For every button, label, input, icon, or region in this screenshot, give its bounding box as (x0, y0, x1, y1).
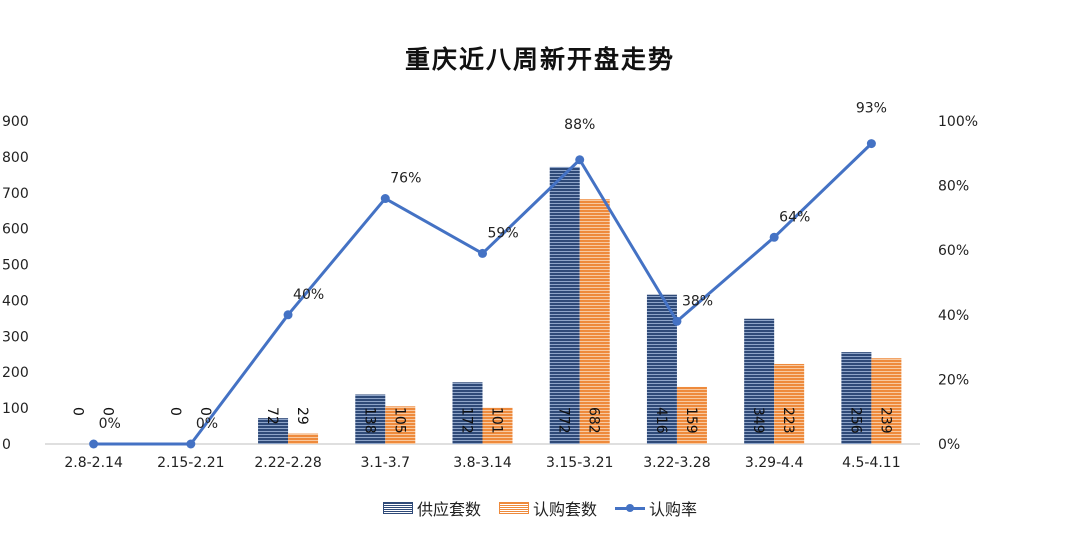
data-label-subscription: 105 (391, 407, 407, 434)
y2-tick-label: 100% (938, 114, 978, 130)
data-label-supply: 256 (847, 407, 863, 434)
data-label-supply: 349 (750, 407, 766, 434)
data-label-subscription: 29 (294, 407, 310, 425)
y-tick-label: 200 (2, 365, 29, 381)
rate-point (283, 310, 293, 320)
bar-supply (549, 166, 580, 444)
rate-data-label: 93% (856, 101, 887, 117)
y-tick-label: 100 (2, 401, 29, 417)
rate-data-label: 88% (564, 117, 595, 133)
bar-subscription (676, 386, 707, 444)
x-tick-label: 2.15-2.21 (157, 455, 224, 471)
data-label-supply: 172 (459, 407, 475, 434)
data-label-subscription: 223 (780, 407, 796, 434)
x-tick-label: 4.5-4.11 (842, 455, 901, 471)
rate-point (866, 139, 876, 149)
data-label-supply: 72 (264, 407, 280, 425)
rate-data-label: 59% (488, 225, 519, 241)
legend-swatch-subscription (498, 502, 529, 514)
rate-data-label: 64% (779, 209, 810, 225)
y-tick-label: 0 (2, 437, 11, 453)
legend-label-rate: 认购率 (649, 500, 698, 519)
y-tick-label: 500 (2, 258, 29, 274)
rate-point (672, 316, 682, 326)
data-label-supply: 416 (653, 407, 669, 434)
rate-data-label: 38% (682, 293, 713, 309)
bar-subscription (288, 433, 319, 444)
rate-data-label: 0% (99, 416, 121, 432)
rate-point (769, 232, 779, 242)
data-label-subscription: 0 (197, 407, 213, 416)
y-tick-label: 900 (2, 114, 29, 130)
rate-point (575, 155, 585, 165)
bar-supply (452, 382, 483, 444)
x-tick-label: 3.22-3.28 (643, 455, 710, 471)
legend-item-supply: 供应套数 (382, 496, 481, 520)
data-label-supply: 772 (556, 407, 572, 434)
rate-data-label: 40% (293, 287, 324, 303)
bar-supply (258, 418, 289, 444)
y-tick-label: 400 (2, 293, 29, 309)
legend-swatch-supply (382, 502, 413, 514)
y-tick-label: 800 (2, 150, 29, 166)
data-label-supply: 0 (167, 407, 183, 416)
bar-subscription (482, 407, 513, 444)
data-label-supply: 0 (70, 407, 86, 416)
rate-point (89, 439, 99, 449)
x-tick-label: 3.15-3.21 (546, 455, 613, 471)
y-tick-label: 300 (2, 329, 29, 345)
legend-swatch-rate (615, 503, 645, 513)
y-tick-label: 700 (2, 186, 29, 202)
bar-supply (355, 394, 386, 444)
rate-data-label: 76% (390, 171, 421, 187)
rate-point (478, 248, 487, 258)
bar-subscription (579, 199, 610, 444)
bar-subscription (774, 363, 805, 444)
legend-label-subscription: 认购套数 (532, 500, 597, 519)
legend-item-rate: 认购率 (615, 496, 697, 520)
x-tick-label: 3.1-3.7 (360, 455, 410, 471)
y2-tick-label: 80% (938, 179, 969, 195)
chart-title: 重庆近八周新开盘走势 (404, 45, 675, 74)
data-label-subscription: 682 (586, 407, 602, 434)
bar-supply (744, 318, 775, 444)
x-tick-label: 3.29-4.4 (745, 455, 804, 471)
y2-tick-label: 0% (938, 437, 960, 453)
data-label-subscription: 101 (489, 407, 505, 434)
y2-tick-label: 60% (938, 243, 969, 259)
y-tick-label: 600 (2, 222, 29, 238)
rate-data-label: 0% (196, 416, 218, 432)
bar-supply (646, 294, 677, 444)
rate-point (186, 439, 196, 449)
legend: 供应套数 认购套数 认购率 (0, 496, 1080, 520)
x-tick-label: 2.8-2.14 (64, 455, 123, 471)
rate-point (380, 194, 390, 204)
legend-item-subscription: 认购套数 (498, 496, 597, 520)
bar-supply (841, 352, 872, 444)
y2-tick-label: 20% (938, 372, 969, 388)
x-tick-label: 3.8-3.14 (453, 455, 512, 471)
bar-subscription (871, 358, 902, 444)
data-label-subscription: 239 (877, 407, 893, 434)
bar-subscription (385, 406, 416, 444)
data-label-subscription: 0 (100, 407, 116, 416)
legend-label-supply: 供应套数 (416, 500, 481, 519)
data-label-subscription: 159 (683, 407, 699, 434)
data-label-supply: 138 (361, 407, 377, 434)
y2-tick-label: 40% (938, 308, 969, 324)
x-tick-label: 2.22-2.28 (254, 455, 321, 471)
